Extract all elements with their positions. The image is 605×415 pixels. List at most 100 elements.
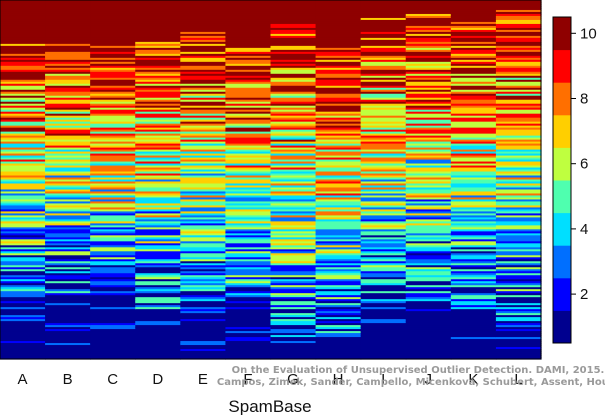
- heatmap-cell: [405, 329, 452, 332]
- heatmap-cell: [450, 227, 497, 230]
- heatmap-cell: [90, 119, 136, 123]
- heatmap-cell: [405, 109, 452, 113]
- heatmap-cell: [360, 115, 407, 119]
- heatmap-cell: [225, 167, 272, 171]
- heatmap-cell: [450, 225, 497, 228]
- heatmap-cell: [450, 271, 497, 274]
- heatmap-cell: [495, 223, 542, 226]
- heatmap-cell: [135, 203, 181, 207]
- heatmap-cell: [405, 249, 452, 252]
- heatmap-cell: [180, 15, 227, 19]
- heatmap-cell: [45, 169, 91, 173]
- heatmap-cell: [360, 233, 407, 236]
- heatmap-cell: [45, 241, 91, 244]
- heatmap-cell: [495, 357, 542, 360]
- heatmap-cell: [45, 345, 91, 348]
- heatmap-cell: [405, 251, 452, 254]
- heatmap-cell: [45, 353, 91, 356]
- heatmap-cell: [180, 211, 227, 214]
- heatmap-cell: [450, 307, 497, 310]
- heatmap-cell: [180, 107, 227, 111]
- heatmap-cell: [360, 275, 407, 278]
- heatmap-cell: [360, 73, 407, 77]
- heatmap-cell: [45, 331, 91, 334]
- heatmap-cell: [360, 289, 407, 292]
- heatmap-cell: [315, 159, 362, 163]
- heatmap-cell: [90, 21, 136, 25]
- heatmap-cell: [405, 245, 452, 248]
- heatmap-cell: [135, 177, 181, 181]
- heatmap-cell: [45, 295, 91, 298]
- heatmap-cell: [225, 339, 272, 342]
- heatmap-cell: [270, 145, 317, 149]
- heatmap-cell: [270, 63, 317, 67]
- heatmap-cell: [315, 351, 362, 354]
- heatmap-cell: [450, 331, 497, 334]
- heatmap-cell: [450, 59, 497, 63]
- heatmap-cell: [225, 153, 272, 157]
- heatmap-cell: [270, 5, 317, 9]
- heatmap-cell: [495, 197, 542, 201]
- heatmap-cell: [360, 9, 407, 13]
- heatmap-cell: [315, 173, 362, 177]
- heatmap-cell: [450, 21, 497, 25]
- heatmap-cell: [45, 235, 91, 238]
- heatmap-cell: [135, 273, 181, 276]
- heatmap-cell: [450, 219, 497, 222]
- heatmap-cell: [405, 155, 452, 159]
- heatmap-cell: [360, 337, 407, 340]
- heatmap-cell: [495, 245, 542, 248]
- heatmap-cell: [360, 149, 407, 153]
- heatmap-cell: [90, 7, 136, 11]
- heatmap-cell: [405, 47, 452, 51]
- heatmap-cell: [135, 321, 181, 324]
- heatmap-cell: [45, 215, 91, 218]
- heatmap-cell: [450, 45, 497, 49]
- heatmap-cell: [0, 105, 46, 109]
- heatmap-cell: [495, 25, 542, 29]
- heatmap-cell: [90, 177, 136, 181]
- heatmap-cell: [315, 219, 362, 222]
- heatmap-cell: [360, 347, 407, 350]
- heatmap-cell: [270, 3, 317, 7]
- heatmap-cell: [0, 329, 46, 332]
- heatmap-cell: [405, 61, 452, 65]
- heatmap-cell: [360, 261, 407, 264]
- heatmap-cell: [495, 79, 542, 83]
- heatmap-cell: [450, 115, 497, 119]
- heatmap-cell: [270, 301, 317, 304]
- heatmap-cell: [360, 193, 407, 197]
- heatmap-cell: [0, 179, 46, 183]
- heatmap-cell: [225, 355, 272, 358]
- heatmap-cell: [135, 89, 181, 93]
- heatmap-cell: [360, 313, 407, 316]
- heatmap-cell: [0, 237, 46, 240]
- heatmap-cell: [225, 205, 272, 209]
- heatmap-cell: [135, 135, 181, 139]
- heatmap-cell: [360, 297, 407, 300]
- heatmap-cell: [270, 209, 317, 213]
- heatmap-cell: [0, 163, 46, 167]
- heatmap-cell: [450, 57, 497, 61]
- heatmap-cell: [45, 301, 91, 304]
- heatmap-cell: [225, 51, 272, 55]
- heatmap-cell: [270, 147, 317, 151]
- heatmap-cell: [225, 137, 272, 141]
- heatmap-cell: [495, 283, 542, 286]
- heatmap-cell: [0, 357, 46, 360]
- heatmap-cell: [495, 137, 542, 141]
- heatmap-cell: [135, 21, 181, 25]
- heatmap-cell: [0, 167, 46, 171]
- heatmap-cell: [135, 247, 181, 250]
- heatmap-cell: [225, 125, 272, 129]
- heatmap-cell: [495, 143, 542, 147]
- heatmap-cell: [315, 103, 362, 107]
- heatmap-cell: [495, 85, 542, 89]
- heatmap-cell: [90, 291, 136, 294]
- heatmap-cell: [495, 77, 542, 81]
- heatmap-cell: [450, 37, 497, 41]
- heatmap-cell: [135, 293, 181, 296]
- heatmap-cell: [225, 335, 272, 338]
- heatmap-cell: [225, 45, 272, 49]
- heatmap-cell: [180, 121, 227, 125]
